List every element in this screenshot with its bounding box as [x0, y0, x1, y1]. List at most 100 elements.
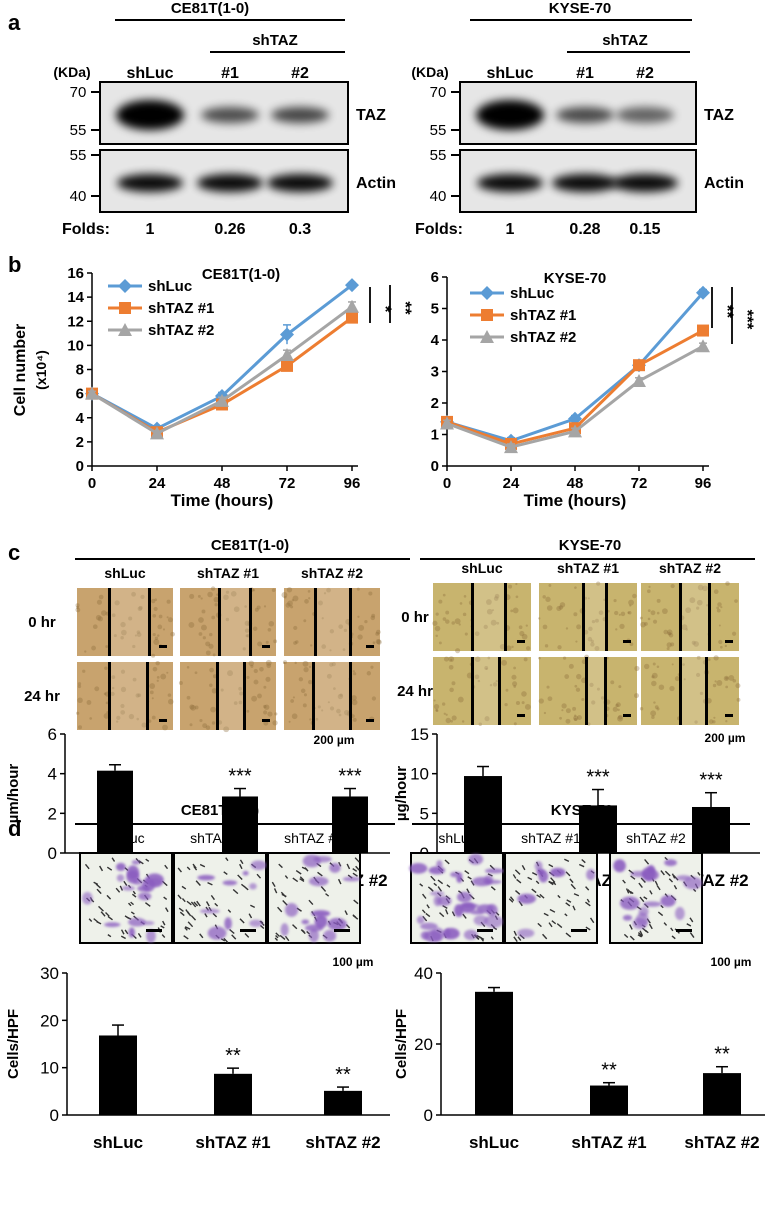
significance-mark: ** — [718, 305, 737, 319]
stained-cell — [250, 860, 267, 870]
cell-speck — [513, 666, 516, 670]
cell-speck — [720, 606, 723, 609]
wound-image — [432, 582, 531, 654]
scale-bar — [262, 719, 270, 722]
pore — [586, 898, 590, 903]
pore — [509, 896, 515, 902]
cell-speck — [634, 665, 640, 672]
pore — [570, 883, 576, 890]
cell-speck — [75, 603, 80, 608]
cell-speck — [732, 631, 737, 636]
cell-speck — [696, 655, 701, 660]
y-axis-title: µm/hour — [5, 764, 22, 824]
y-tick-label: 0 — [424, 1106, 433, 1125]
cell-speck — [290, 699, 294, 703]
cell-speck — [317, 705, 321, 709]
cell-speck — [651, 672, 658, 679]
bar — [475, 991, 513, 1115]
pore — [565, 902, 571, 907]
pore — [433, 882, 438, 887]
wound-edge — [312, 662, 315, 730]
cell-speck — [449, 687, 454, 693]
transwell-kyse70: KYSE-70 shLuc shTAZ #1 shTAZ #2 100 µm — [409, 802, 751, 969]
pore — [639, 930, 644, 936]
cell-speck — [286, 587, 293, 593]
stained-cell — [323, 929, 337, 942]
stained-cell — [301, 919, 310, 925]
cell-speck — [691, 640, 696, 645]
actin-label: Actin — [704, 175, 744, 192]
stained-cell — [635, 912, 649, 927]
kda-label: (KDa) — [411, 64, 448, 80]
cell-speck — [265, 676, 271, 682]
cell-speck — [651, 680, 657, 687]
pore — [184, 926, 191, 930]
marker-triangle — [215, 393, 229, 407]
cell-speck — [343, 628, 348, 633]
condition-label: shTAZ #2 — [659, 560, 721, 576]
cell-speck — [318, 600, 323, 606]
pore — [639, 896, 645, 903]
pore — [664, 870, 671, 877]
wound-image — [538, 581, 637, 651]
actin-band — [197, 174, 263, 192]
marker-55: 55 — [430, 147, 447, 164]
cell-speck — [681, 624, 688, 631]
stained-cell — [128, 917, 146, 927]
cell-speck — [493, 596, 499, 601]
cell-speck — [303, 667, 309, 673]
cell-speck — [120, 710, 126, 715]
cell-speck — [201, 624, 207, 631]
y-tick-label: 6 — [48, 725, 57, 744]
cell-speck — [263, 710, 268, 715]
pore — [204, 913, 208, 918]
pore — [517, 936, 522, 941]
cell-speck — [612, 706, 618, 712]
cell-speck — [336, 708, 341, 714]
pore — [119, 885, 124, 891]
cell-speck — [186, 666, 190, 669]
cell-speck — [293, 641, 297, 645]
cell-speck — [94, 686, 100, 692]
cell-speck — [211, 721, 216, 725]
cell-speck — [364, 619, 368, 624]
cell-speck — [227, 670, 233, 677]
cell-speck — [329, 629, 335, 634]
marker-diamond — [696, 285, 710, 300]
cell-speck — [120, 669, 126, 674]
pore — [212, 912, 218, 918]
cell-speck — [194, 671, 198, 675]
cell-speck — [718, 624, 721, 627]
cell-speck — [188, 621, 195, 628]
cell-speck — [298, 677, 304, 682]
cell-speck — [562, 656, 567, 660]
cell-speck — [329, 662, 334, 667]
legend-label: shTAZ #1 — [510, 307, 576, 324]
cell-speck — [327, 701, 330, 704]
taz-band — [116, 100, 184, 130]
pore — [421, 893, 427, 899]
transwell-image — [609, 852, 703, 944]
cell-speck — [587, 636, 593, 642]
legend-label: shTAZ #2 — [148, 322, 214, 339]
marker-diamond — [118, 279, 132, 293]
y-tick-label: 8 — [76, 362, 84, 379]
kda-label: (KDa) — [53, 64, 90, 80]
scale-label: 100 µm — [333, 955, 374, 969]
cell-speck — [368, 591, 373, 596]
cell-speck — [300, 688, 306, 694]
marker-triangle — [118, 323, 132, 336]
cell-speck — [326, 587, 331, 593]
wound-edge — [349, 588, 352, 656]
cell-speck — [478, 722, 483, 726]
pore — [275, 932, 281, 938]
cell-speck — [134, 634, 137, 637]
pore — [278, 863, 283, 869]
wound-field — [641, 583, 739, 651]
cell-speck — [724, 644, 727, 648]
cell-speck — [207, 591, 213, 598]
cell-speck — [273, 639, 278, 644]
cell-speck — [454, 618, 461, 625]
scale-label: 200 µm — [705, 731, 746, 745]
stained-cell — [476, 904, 494, 914]
